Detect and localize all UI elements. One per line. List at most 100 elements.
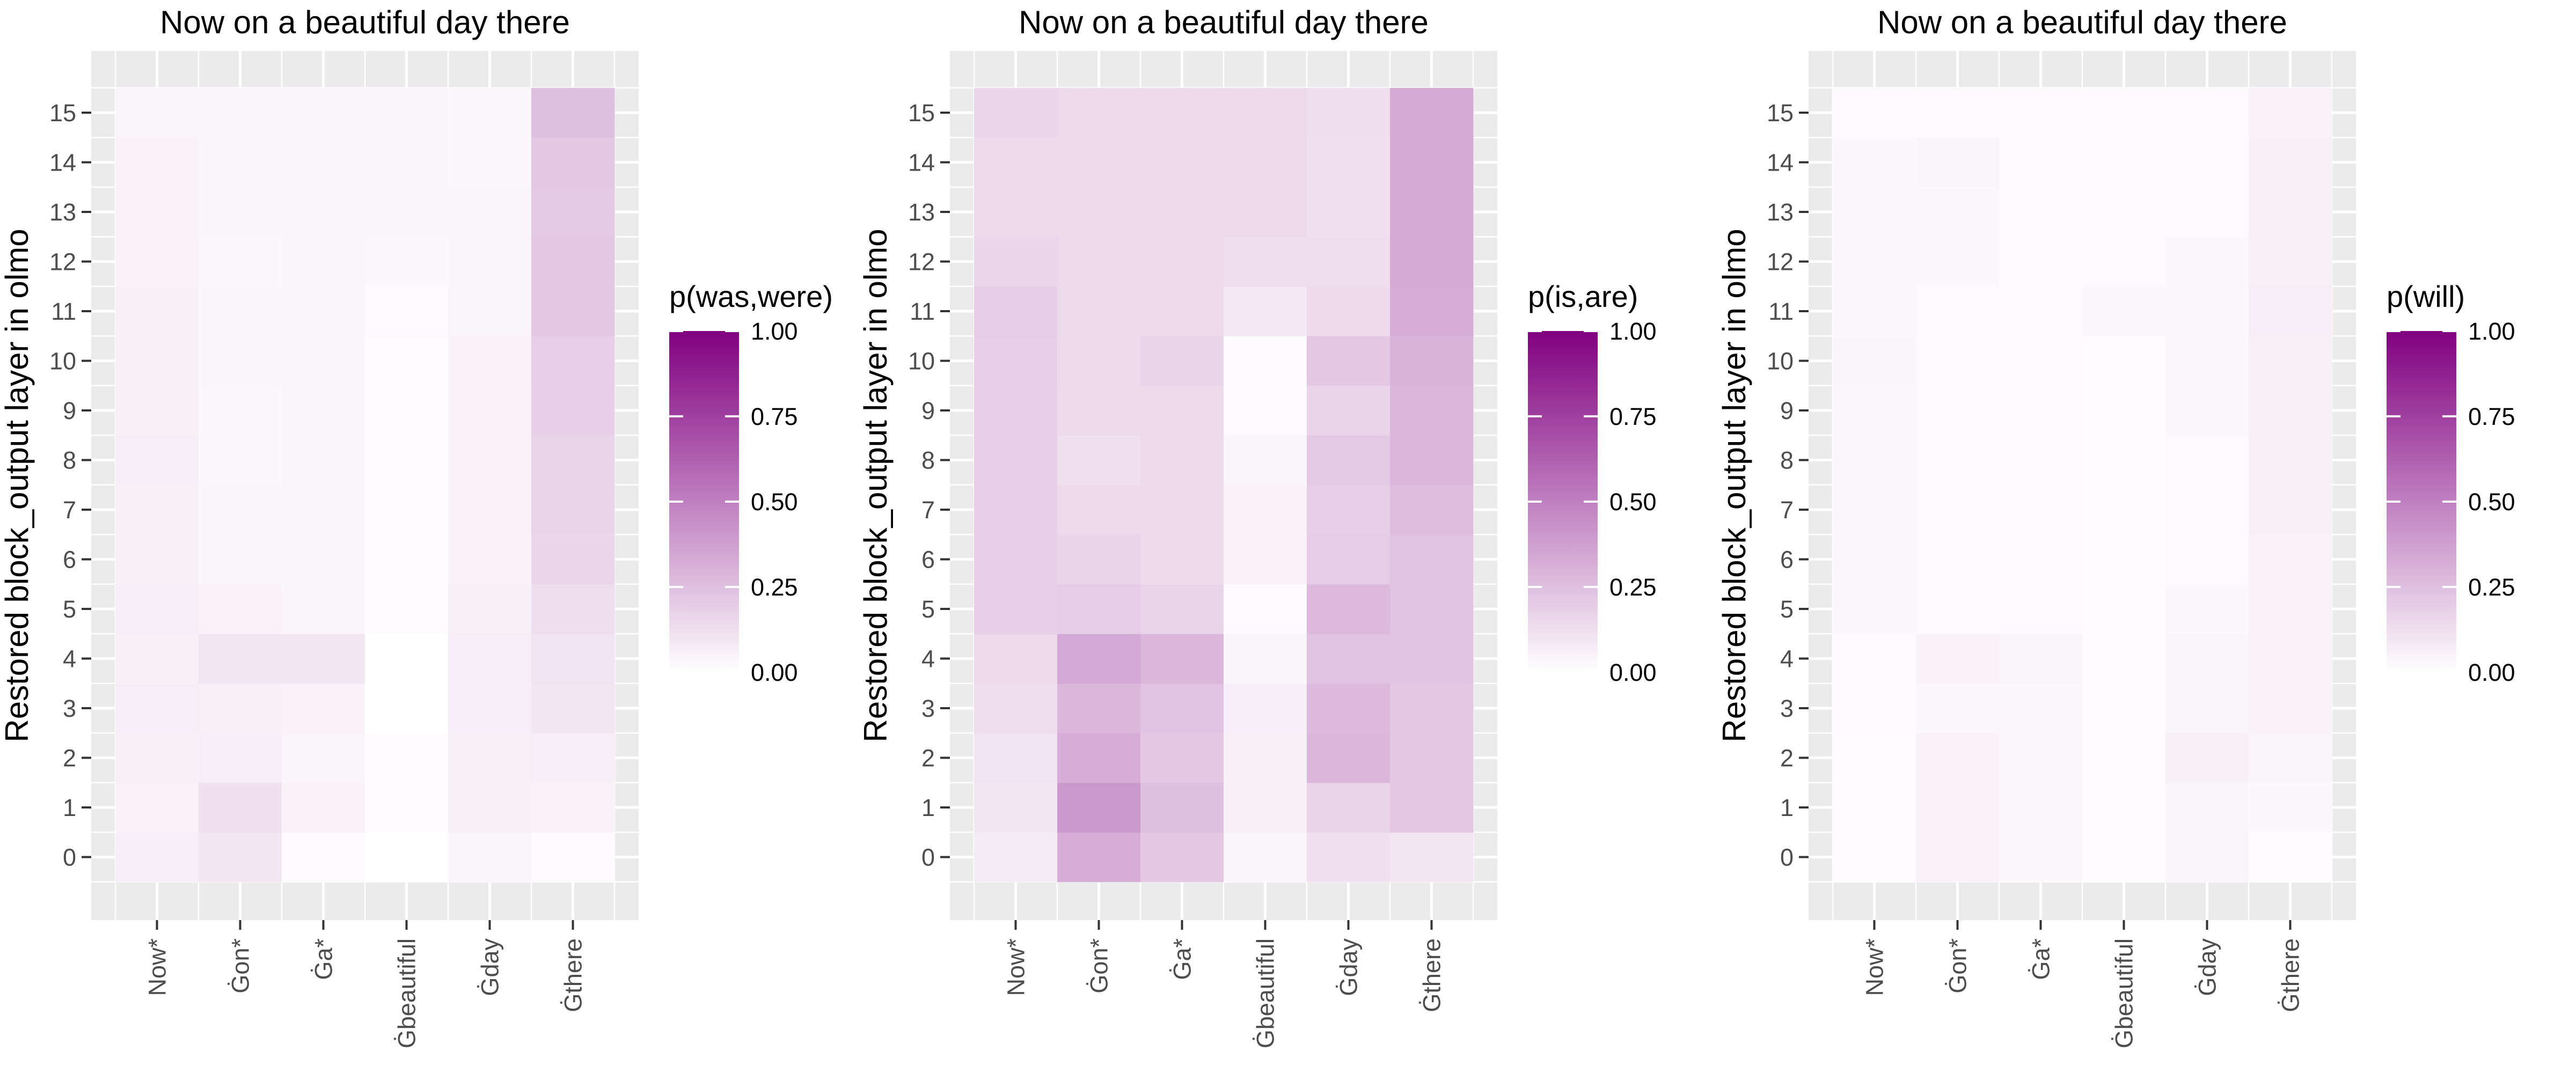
heatmap-cell-Ġbeautiful-15	[365, 87, 449, 138]
legend-title: p(will)	[2387, 280, 2465, 313]
heatmap-cell-Ġday-8	[2165, 435, 2249, 486]
heatmap-cell-Ġa*-1	[1140, 782, 1224, 833]
heatmap-cell-Now*-12	[1833, 237, 1916, 287]
heatmap-cell-Ġa*-15	[1999, 87, 2083, 138]
heatmap-cell-Ġbeautiful-14	[2082, 137, 2166, 188]
heatmap-cell-Ġbeautiful-2	[365, 733, 449, 783]
heatmap-cell-Ġthere-3	[2249, 683, 2332, 733]
heatmap-cell-Ġa*-7	[282, 484, 365, 535]
heatmap-cell-Now*-10	[1833, 336, 1916, 386]
legend-tick-label: 0.50	[2468, 488, 2515, 516]
heatmap-cell-Ġday-14	[2165, 137, 2249, 188]
y-tick-label: 9	[1780, 397, 1794, 424]
heatmap-cell-Now*-6	[115, 534, 199, 585]
heatmap-cell-Ġday-6	[1307, 534, 1391, 585]
heatmap-cell-Ġa*-9	[1140, 385, 1224, 436]
y-tick-label: 4	[921, 645, 935, 673]
heatmap-cell-Ġthere-9	[531, 385, 615, 436]
heatmap-cell-Ġthere-12	[531, 237, 615, 287]
heatmap-tiles	[1833, 87, 2332, 883]
y-axis-title: Restored block_output layer in olmo	[1716, 229, 1752, 742]
heatmap-cell-Ġa*-2	[1999, 733, 2083, 783]
heatmap-cell-Ġon*-10	[1916, 336, 2000, 386]
heatmap-cell-Now*-7	[1833, 484, 1916, 535]
heatmap-cell-Ġa*-8	[282, 435, 365, 486]
heatmap-cell-Ġbeautiful-12	[2082, 237, 2166, 287]
legend-title: p(is,are)	[1528, 280, 1638, 313]
y-axis-title: Restored block_output layer in olmo	[858, 229, 894, 742]
heatmap-cell-Ġbeautiful-15	[2082, 87, 2166, 138]
heatmap-cell-Ġday-7	[1307, 484, 1391, 535]
heatmap-cell-Now*-13	[115, 187, 199, 237]
legend-tick-label: 0.75	[2468, 403, 2515, 430]
heatmap-cell-Ġday-6	[448, 534, 532, 585]
heatmap-cell-Now*-4	[974, 634, 1058, 684]
legend-tick-label: 1.00	[1609, 318, 1657, 345]
heatmap-cell-Now*-5	[1833, 584, 1916, 634]
chart-title: Now on a beautiful day there	[160, 4, 570, 40]
heatmap-cell-Now*-7	[974, 484, 1058, 535]
heatmap-cell-Ġday-4	[1307, 634, 1391, 684]
heatmap-cell-Ġa*-4	[1140, 634, 1224, 684]
color-legend: p(will) 0.00 0.25 0.50 0.75 1.00	[2387, 280, 2515, 686]
heatmap-cell-Ġbeautiful-12	[1224, 237, 1307, 287]
heatmap-cell-Ġa*-15	[282, 87, 365, 138]
heatmap-cell-Ġon*-13	[1057, 187, 1141, 237]
heatmap-cell-Ġa*-13	[1999, 187, 2083, 237]
heatmap-cell-Ġa*-9	[282, 385, 365, 436]
heatmap-cell-Ġon*-15	[199, 87, 282, 138]
heatmap-cell-Ġon*-2	[199, 733, 282, 783]
y-tick-label: 9	[921, 397, 935, 424]
heatmap-cell-Now*-1	[1833, 782, 1916, 833]
heatmap-cell-Ġthere-14	[1390, 137, 1474, 188]
heatmap-cell-Ġbeautiful-1	[365, 782, 449, 833]
y-tick-label: 8	[63, 447, 76, 474]
heatmap-cell-Ġthere-14	[2249, 137, 2332, 188]
y-tick-label: 2	[63, 745, 76, 772]
heatmap-cell-Ġbeautiful-1	[2082, 782, 2166, 833]
heatmap-cell-Ġday-4	[448, 634, 532, 684]
heatmap-cell-Ġthere-7	[1390, 484, 1474, 535]
heatmap-cell-Now*-3	[115, 683, 199, 733]
heatmap-cell-Ġthere-4	[2249, 634, 2332, 684]
x-tick-label: Ġon*	[227, 938, 254, 994]
heatmap-cell-Ġthere-0	[1390, 832, 1474, 883]
y-tick-label: 15	[1767, 99, 1794, 127]
heatmap-cell-Now*-3	[1833, 683, 1916, 733]
heatmap-cell-Ġbeautiful-11	[365, 286, 449, 336]
heatmap-cell-Ġday-2	[2165, 733, 2249, 783]
heatmap-cell-Now*-15	[974, 87, 1058, 138]
heatmap-cell-Now*-12	[974, 237, 1058, 287]
heatmap-cell-Ġon*-1	[199, 782, 282, 833]
heatmap-cell-Ġbeautiful-12	[365, 237, 449, 287]
heatmap-cell-Ġthere-5	[1390, 584, 1474, 634]
heatmap-cell-Ġthere-8	[2249, 435, 2332, 486]
y-tick-label: 9	[63, 397, 76, 424]
heatmap-cell-Ġday-8	[448, 435, 532, 486]
heatmap-cell-Ġthere-11	[1390, 286, 1474, 336]
heatmap-cell-Ġday-13	[1307, 187, 1391, 237]
legend-tick-label: 0.50	[1609, 488, 1657, 516]
heatmap-cell-Now*-3	[974, 683, 1058, 733]
heatmap-cell-Ġa*-0	[282, 832, 365, 883]
heatmap-cell-Ġbeautiful-13	[1224, 187, 1307, 237]
heatmap-cell-Now*-8	[974, 435, 1058, 486]
heatmap-cell-Ġthere-3	[531, 683, 615, 733]
x-tick-label: Ġon*	[1086, 938, 1113, 994]
heatmap-cell-Ġon*-15	[1916, 87, 2000, 138]
y-tick-label: 13	[1767, 199, 1794, 226]
y-tick-label: 12	[49, 248, 76, 276]
legend-tick-label: 0.50	[751, 488, 798, 516]
y-tick-label: 5	[1780, 596, 1794, 623]
heatmap-cell-Ġday-14	[448, 137, 532, 188]
heatmap-cell-Ġbeautiful-15	[1224, 87, 1307, 138]
y-tick-label: 11	[1768, 298, 1794, 325]
y-tick-label: 8	[1780, 447, 1794, 474]
x-tick-label: Ġday	[2194, 938, 2221, 996]
heatmap-cell-Ġon*-10	[199, 336, 282, 386]
heatmap-cell-Ġday-10	[448, 336, 532, 386]
heatmap-cell-Ġon*-2	[1057, 733, 1141, 783]
heatmap-cell-Ġthere-9	[1390, 385, 1474, 436]
y-tick-label: 7	[921, 496, 935, 524]
heatmap-cell-Now*-14	[974, 137, 1058, 188]
